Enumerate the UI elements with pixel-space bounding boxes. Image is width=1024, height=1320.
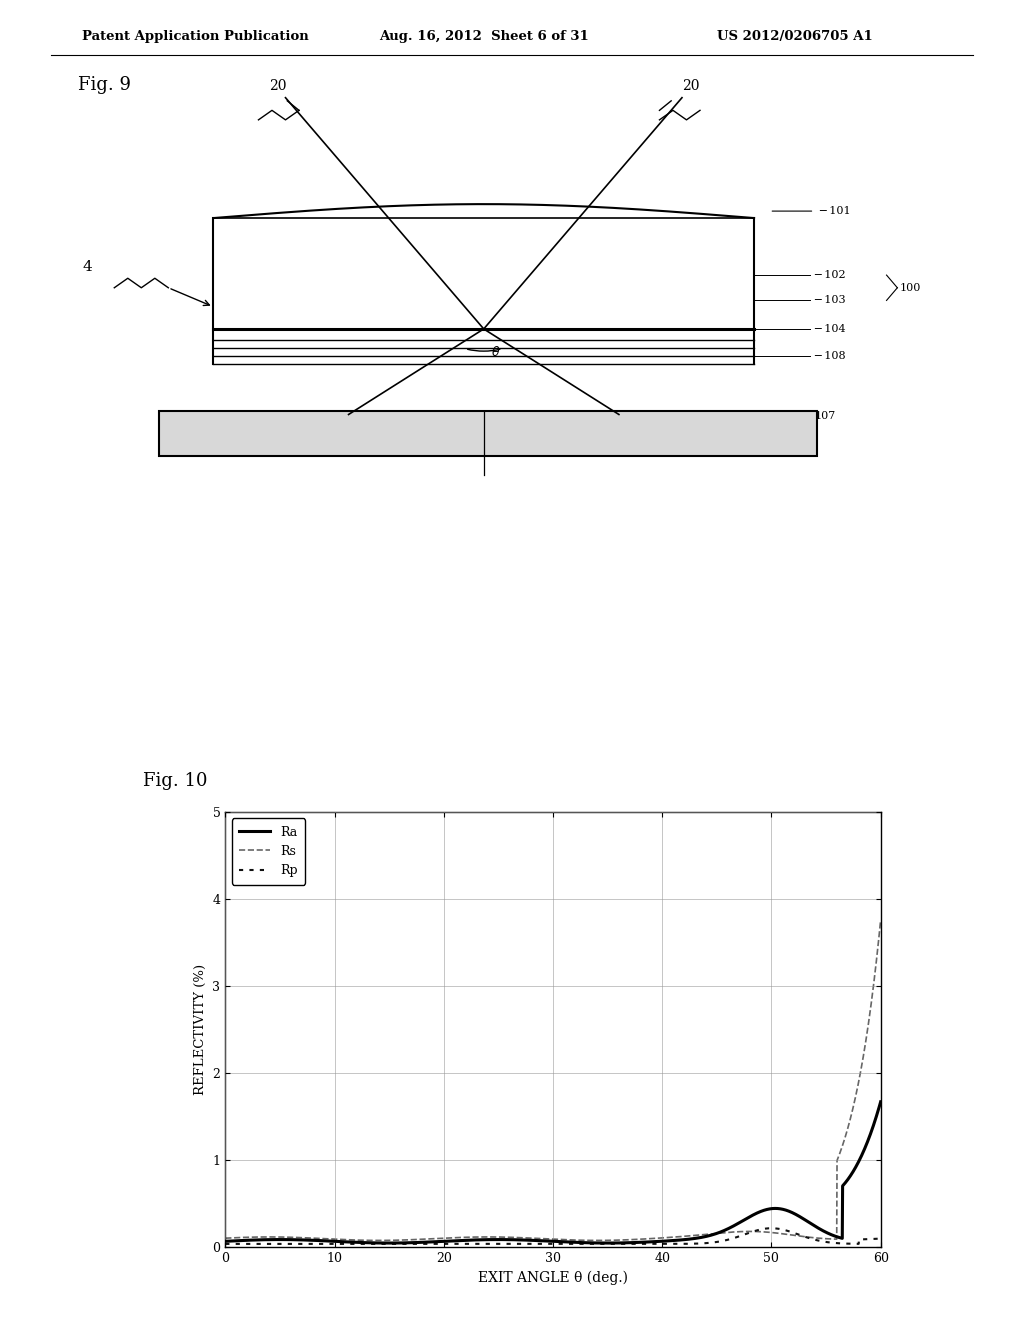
Rs — [855, 1059, 867, 1074]
Text: Fig. 9: Fig. 9 — [78, 75, 131, 94]
Rp — [520, 1236, 532, 1251]
Text: 20: 20 — [682, 79, 699, 94]
Text: ─ 101: ─ 101 — [819, 206, 851, 216]
Rp — [735, 1228, 748, 1243]
Text: Aug. 16, 2012  Sheet 6 of 31: Aug. 16, 2012 Sheet 6 of 31 — [379, 30, 589, 44]
Rs — [219, 1230, 231, 1246]
Rs — [521, 1230, 534, 1246]
Ra — [874, 1094, 887, 1110]
Ra — [735, 1213, 748, 1229]
Text: Fig. 10: Fig. 10 — [143, 772, 208, 791]
Rp — [253, 1236, 265, 1251]
Text: 20: 20 — [269, 79, 287, 94]
Text: 4: 4 — [83, 260, 92, 275]
Text: ─ 103: ─ 103 — [814, 296, 846, 305]
Rp — [765, 1220, 777, 1236]
Rs — [373, 1233, 385, 1249]
Rs — [856, 1056, 868, 1072]
Ra — [383, 1236, 395, 1251]
X-axis label: EXIT ANGLE θ (deg.): EXIT ANGLE θ (deg.) — [478, 1271, 628, 1286]
Line: Ra: Ra — [225, 1102, 881, 1243]
Legend: Ra, Rs, Rp: Ra, Rs, Rp — [231, 818, 305, 884]
Rs — [253, 1229, 265, 1245]
Text: ─ 108: ─ 108 — [814, 351, 846, 362]
Rp — [874, 1230, 887, 1246]
Rp — [219, 1236, 231, 1251]
Rp — [855, 1232, 867, 1247]
Text: ─ 102: ─ 102 — [814, 271, 846, 280]
Ra — [253, 1232, 265, 1247]
Y-axis label: REFLECTIVITY (%): REFLECTIVITY (%) — [194, 964, 207, 1096]
Text: ─ 104: ─ 104 — [814, 323, 846, 334]
Ra — [219, 1233, 231, 1249]
Ra — [856, 1147, 868, 1163]
Text: Patent Application Publication: Patent Application Publication — [82, 30, 308, 44]
Text: 100: 100 — [900, 282, 922, 293]
Ra — [521, 1232, 534, 1247]
Rs — [539, 1230, 551, 1246]
Ra — [539, 1233, 551, 1249]
Text: $\theta$: $\theta$ — [490, 345, 501, 359]
Text: 107: 107 — [814, 412, 836, 421]
Line: Rp: Rp — [225, 1228, 881, 1243]
Rs — [874, 912, 887, 928]
Rp — [856, 1232, 868, 1247]
Rs — [735, 1224, 748, 1239]
FancyBboxPatch shape — [160, 412, 817, 455]
Text: US 2012/0206705 A1: US 2012/0206705 A1 — [717, 30, 872, 44]
Rp — [538, 1236, 550, 1251]
Ra — [855, 1147, 867, 1163]
Line: Rs: Rs — [225, 920, 881, 1241]
